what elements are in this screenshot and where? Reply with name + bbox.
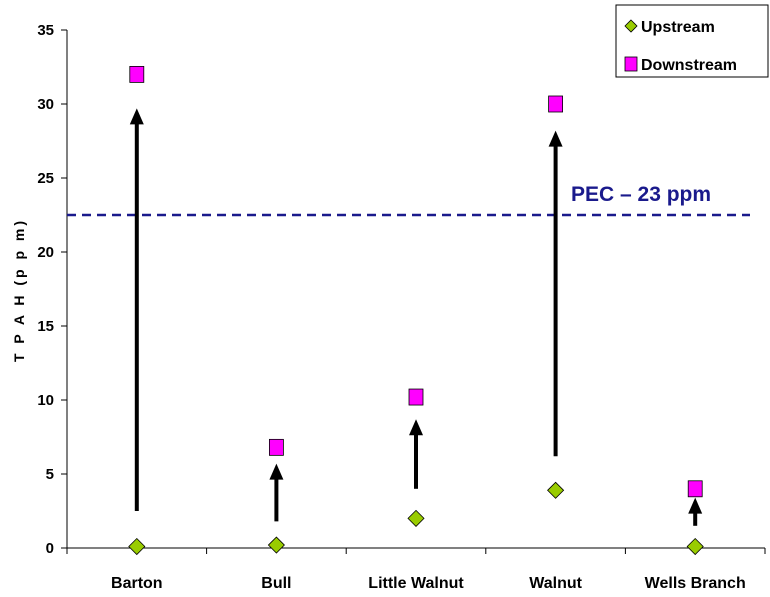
y-tick-label: 30 [37, 96, 54, 113]
legend-downstream-marker [624, 56, 638, 72]
pec-reference-label: PEC – 23 ppm [571, 183, 711, 206]
arrow-head [269, 463, 284, 480]
legend-box [615, 4, 769, 78]
x-tick-label: Bull [261, 575, 291, 592]
upstream-marker [547, 481, 565, 499]
downstream-marker [408, 388, 424, 406]
labels-group: 0 5 10 15 20 25 30 35 Barton Bull Little Walnut Wal… [11, 22, 746, 592]
arrows-group [129, 108, 703, 526]
upstream-marker [686, 537, 704, 556]
arrow-head [409, 419, 423, 436]
arrow-head [688, 497, 703, 514]
arrow-head [129, 108, 144, 125]
legend-upstream-marker [624, 19, 638, 33]
upstream-marker [267, 536, 285, 554]
x-tick-label: Barton [111, 575, 163, 592]
arrow-head [548, 130, 563, 147]
downstream-marker [268, 438, 284, 456]
legend-upstream-label: Upstream [641, 19, 715, 36]
y-tick-label: 0 [46, 540, 54, 557]
x-tick-label: Little Walnut [368, 575, 464, 592]
y-tick-label: 20 [37, 244, 54, 261]
x-tick-label: Wells Branch [645, 575, 746, 592]
y-tick-label: 35 [37, 22, 54, 39]
y-tick-label: 10 [37, 392, 54, 409]
reference-line-group: PEC – 23 ppm [67, 183, 750, 217]
x-tick-label: Walnut [529, 575, 582, 592]
markers-group [128, 66, 704, 556]
legend: Upstream Downstream [615, 4, 769, 78]
downstream-marker [548, 95, 563, 113]
upstream-marker [128, 537, 146, 556]
upstream-marker [407, 509, 425, 527]
legend-downstream-label: Downstream [641, 57, 737, 74]
y-axis-title: T P A H (p p m) [11, 218, 27, 362]
axes [61, 29, 766, 554]
downstream-marker [687, 480, 703, 498]
y-tick-label: 25 [37, 170, 54, 187]
y-tick-label: 5 [46, 466, 54, 483]
downstream-marker [129, 66, 145, 83]
y-tick-label: 15 [37, 318, 54, 335]
